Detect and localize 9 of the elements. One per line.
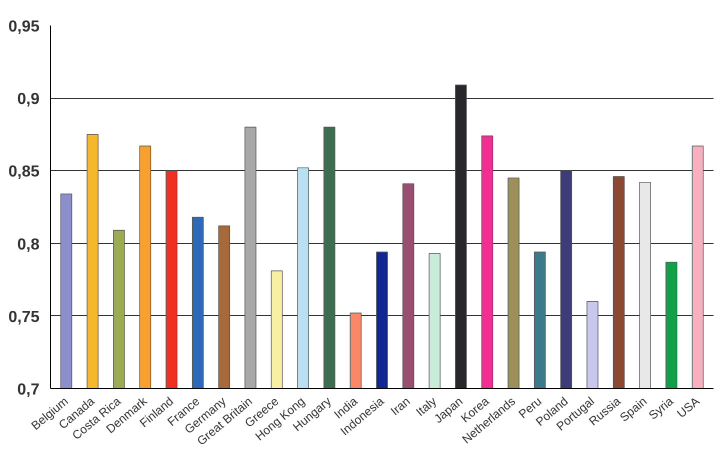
x-tick-label: Iran bbox=[388, 394, 413, 418]
y-tick-label: 0,8 bbox=[17, 236, 40, 254]
x-tick-label: Syria bbox=[646, 394, 676, 422]
y-tick-label: 0,9 bbox=[17, 91, 40, 108]
y-tick-label: 0,95 bbox=[8, 18, 40, 36]
x-tick-label: USA bbox=[674, 394, 702, 421]
y-tick-label: 0,7 bbox=[17, 382, 40, 398]
y-tick-label: 0,85 bbox=[8, 164, 40, 181]
y-tick-label: 0,75 bbox=[8, 308, 40, 326]
